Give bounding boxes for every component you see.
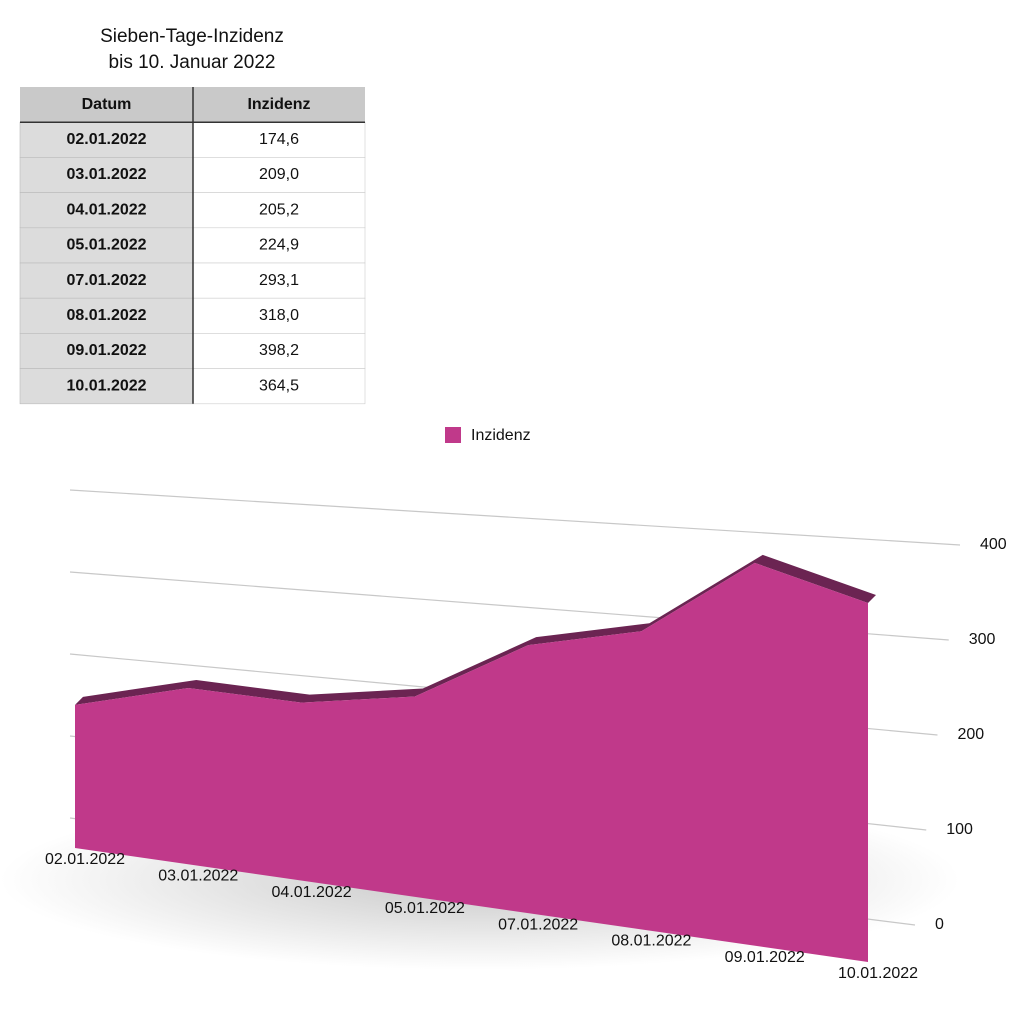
table-date: 08.01.2022 [66,307,146,324]
area-top-edge [75,554,876,705]
table-title: Sieben-Tage-Inzidenz [100,26,284,47]
x-tick-label: 07.01.2022 [498,916,578,933]
x-tick-label: 05.01.2022 [385,900,465,917]
table-cell-bg [192,157,366,193]
table-header: Datum [82,96,132,113]
table-cell-bg [19,227,194,264]
table-cell-bg [19,333,194,369]
table-date: 10.01.2022 [66,377,146,394]
x-tick-label: 08.01.2022 [611,933,691,950]
table-cell-bg [192,333,366,369]
table-value: 174,6 [259,131,299,148]
table-value: 209,0 [259,166,299,183]
y-tick-label: 100 [946,821,973,838]
y-tick-label: 200 [958,726,985,743]
x-tick-label: 03.01.2022 [158,868,238,885]
y-tick-label: 400 [980,536,1007,553]
table-cell-bg [192,262,366,299]
table-header: Inzidenz [247,96,310,113]
y-tick-label: 0 [935,916,944,933]
x-tick-label: 10.01.2022 [838,965,918,982]
grid-line [69,489,961,546]
area [75,562,868,962]
table-date: 04.01.2022 [66,201,146,218]
table-cell-bg [192,297,366,334]
table-subtitle: bis 10. Januar 2022 [109,52,276,73]
table-value: 205,2 [259,201,299,218]
table-value: 398,2 [259,342,299,359]
table-date: 09.01.2022 [66,342,146,359]
table-date: 03.01.2022 [66,166,146,183]
x-tick-label: 04.01.2022 [272,884,352,901]
table-value: 224,9 [259,237,299,254]
table-cell-bg [192,368,366,405]
table-date: 05.01.2022 [66,237,146,254]
table-value: 364,5 [259,377,299,394]
legend-label: Inzidenz [471,427,531,444]
table-value: 318,0 [259,307,299,324]
x-tick-label: 09.01.2022 [725,949,805,966]
table-cell-bg [19,121,194,158]
table-cell-bg [19,157,194,193]
x-tick-label: 02.01.2022 [45,851,125,868]
table-cell-bg [19,262,194,299]
table-cell-bg [19,368,194,405]
legend-swatch [445,427,461,443]
table-date: 02.01.2022 [66,131,146,148]
table-date: 07.01.2022 [66,272,146,289]
y-tick-label: 300 [969,631,996,648]
table-value: 293,1 [259,272,299,289]
